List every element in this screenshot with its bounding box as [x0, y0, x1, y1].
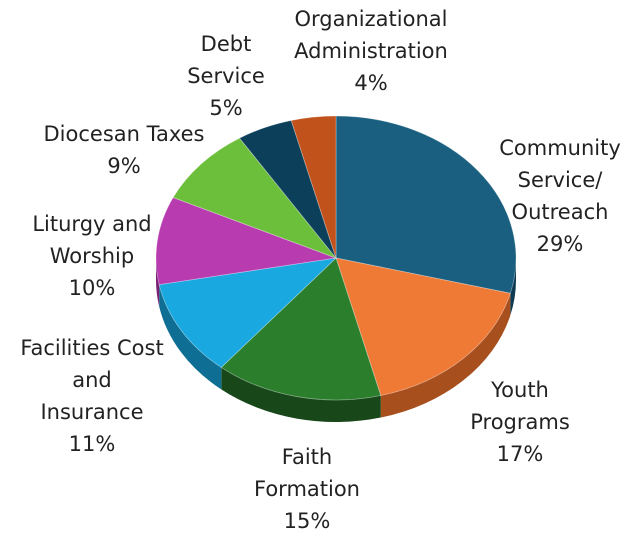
slice-label-line: Organizational [294, 7, 448, 31]
pie-slice-6 [238, 119, 337, 259]
pie-slice-4 [155, 197, 337, 286]
slice-value-label: 29% [536, 232, 584, 256]
pie-slice-side-2 [221, 367, 381, 423]
slice-label-line: and [72, 368, 112, 392]
pie-slice-1 [335, 257, 511, 397]
slice-label-line: Outreach [511, 200, 609, 224]
pie-slice-side-3 [159, 284, 222, 390]
slice-label-line: Community [499, 136, 621, 160]
slice-label-line: Worship [49, 244, 135, 268]
slice-label-community-service: Community Service/ Outreach 29% [499, 132, 621, 260]
slice-label-liturgy: Liturgy and Worship 10% [32, 208, 151, 304]
slice-label-line: Insurance [40, 400, 144, 424]
slice-label-line: Faith [281, 445, 333, 469]
slice-value-label: 11% [68, 432, 116, 456]
slice-label-line: Service [187, 64, 265, 88]
slice-label-youth-programs: Youth Programs 17% [470, 374, 570, 470]
pie-slice-7 [290, 115, 337, 259]
slice-label-line: Service/ [517, 168, 603, 192]
slice-label-line: Administration [294, 39, 448, 63]
slice-label-line: Diocesan Taxes [43, 122, 205, 146]
pie-slice-5 [172, 137, 338, 259]
slice-label-debt-service: Debt Service 5% [187, 28, 265, 124]
slice-value-label: 10% [68, 276, 116, 300]
pie-slice-side-0 [510, 258, 516, 316]
pie-slice-0 [335, 115, 517, 294]
slice-label-line: Programs [470, 410, 570, 434]
pie-slice-2 [220, 257, 382, 401]
slice-value-label: 9% [107, 154, 141, 178]
slice-label-facilities: Facilities Cost and Insurance 11% [20, 332, 163, 460]
slice-label-line: Debt [200, 32, 252, 56]
pie-slice-side-4 [156, 258, 160, 307]
slice-label-org-admin: Organizational Administration 4% [294, 3, 448, 99]
pie-slice-3 [158, 257, 338, 368]
slice-label-line: Youth [491, 378, 549, 402]
slice-label-line: Liturgy and [32, 212, 152, 236]
slice-value-label: 5% [209, 96, 243, 120]
slice-value-label: 4% [354, 71, 388, 95]
pie-slice-side-1 [380, 293, 511, 418]
slice-label-diocesan-taxes: Diocesan Taxes 9% [44, 118, 205, 182]
slice-label-faith-formation: Faith Formation 15% [254, 441, 360, 533]
slice-value-label: 15% [283, 509, 331, 533]
slice-value-label: 17% [496, 442, 544, 466]
slice-label-line: Formation [254, 477, 360, 501]
slice-label-line: Facilities Cost [20, 336, 164, 360]
